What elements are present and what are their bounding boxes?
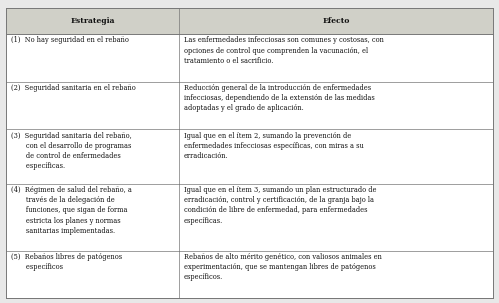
Text: Estrategia: Estrategia [70,17,115,25]
Text: (3)  Seguridad sanitaria del rebaño,
       con el desarrollo de programas
     : (3) Seguridad sanitaria del rebaño, con … [11,132,132,170]
Text: (1)  No hay seguridad en el rebaño: (1) No hay seguridad en el rebaño [11,36,129,45]
Text: (5)  Rebaños libres de patógenos
       específicos: (5) Rebaños libres de patógenos específi… [11,253,122,271]
Text: Igual que en el ítem 3, sumando un plan estructurado de
erradicación, control y : Igual que en el ítem 3, sumando un plan … [184,186,376,225]
Text: (4)  Régimen de salud del rebaño, a
       través de la delegación de
       fun: (4) Régimen de salud del rebaño, a travé… [11,186,132,235]
Text: Rebaños de alto mérito genético, con valiosos animales en
experimentación, que s: Rebaños de alto mérito genético, con val… [184,253,382,281]
Text: Reducción general de la introducción de enfermedades
infecciosas, dependiendo de: Reducción general de la introducción de … [184,84,375,112]
Text: (2)  Seguridad sanitaria en el rebaño: (2) Seguridad sanitaria en el rebaño [11,84,136,92]
Text: Efecto: Efecto [322,17,350,25]
Text: Las enfermedades infecciosas son comunes y costosas, con
opciones de control que: Las enfermedades infecciosas son comunes… [184,36,384,65]
Bar [6,8,493,34]
Text: Igual que en el ítem 2, sumando la prevención de
enfermedades infecciosas especí: Igual que en el ítem 2, sumando la preve… [184,132,364,160]
